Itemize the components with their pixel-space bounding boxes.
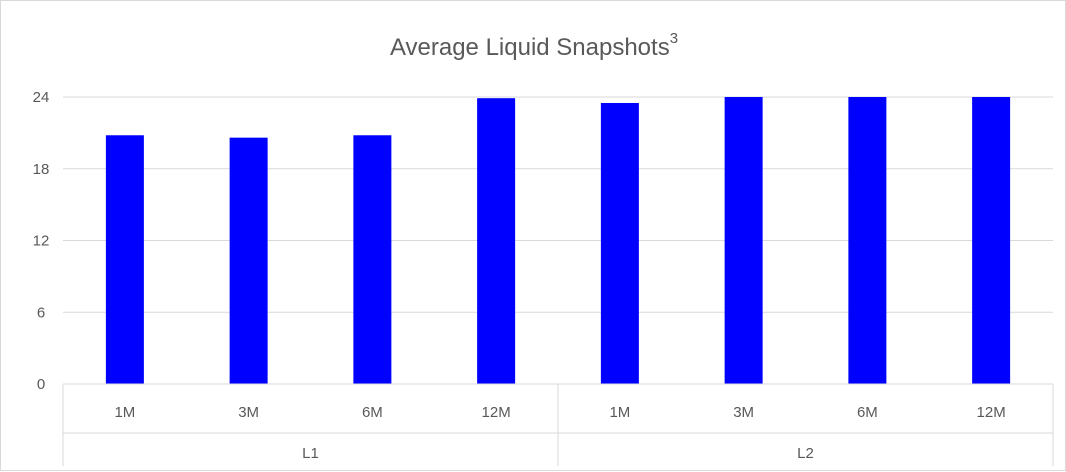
x-tick-label: 3M — [733, 404, 754, 421]
bar — [229, 137, 268, 384]
bars — [105, 97, 1011, 385]
bar — [724, 97, 763, 384]
grid-lines — [63, 96, 1053, 313]
x-tick-label: 1M — [609, 404, 630, 421]
x-tick-label: 1M — [114, 404, 135, 421]
bar — [353, 135, 392, 384]
bar — [105, 135, 144, 384]
bar — [972, 97, 1011, 384]
x-tick-label: 6M — [362, 404, 383, 421]
bar — [600, 102, 639, 385]
x-tick-label: 3M — [238, 404, 259, 421]
axes — [62, 383, 1054, 466]
bar — [848, 97, 887, 384]
group-label: L1 — [302, 445, 319, 462]
y-tick-label: 24 — [33, 89, 50, 106]
x-tick-label: 12M — [482, 404, 511, 421]
axis-labels: 0 6 12 18 24 1M 3M 6M 12M 1M 3M 6M 12M L1 L2 — [33, 89, 1006, 462]
y-tick-label: 6 — [37, 304, 45, 321]
x-tick-label: 12M — [977, 404, 1006, 421]
y-tick-label: 18 — [33, 161, 50, 178]
y-tick-label: 0 — [37, 376, 45, 393]
group-label: L2 — [797, 445, 814, 462]
bar — [477, 98, 516, 384]
y-tick-label: 12 — [33, 233, 50, 250]
x-tick-label: 6M — [857, 404, 878, 421]
chart-title: Average Liquid Snapshots3 — [389, 30, 679, 61]
title-superscript: 3 — [669, 30, 679, 47]
